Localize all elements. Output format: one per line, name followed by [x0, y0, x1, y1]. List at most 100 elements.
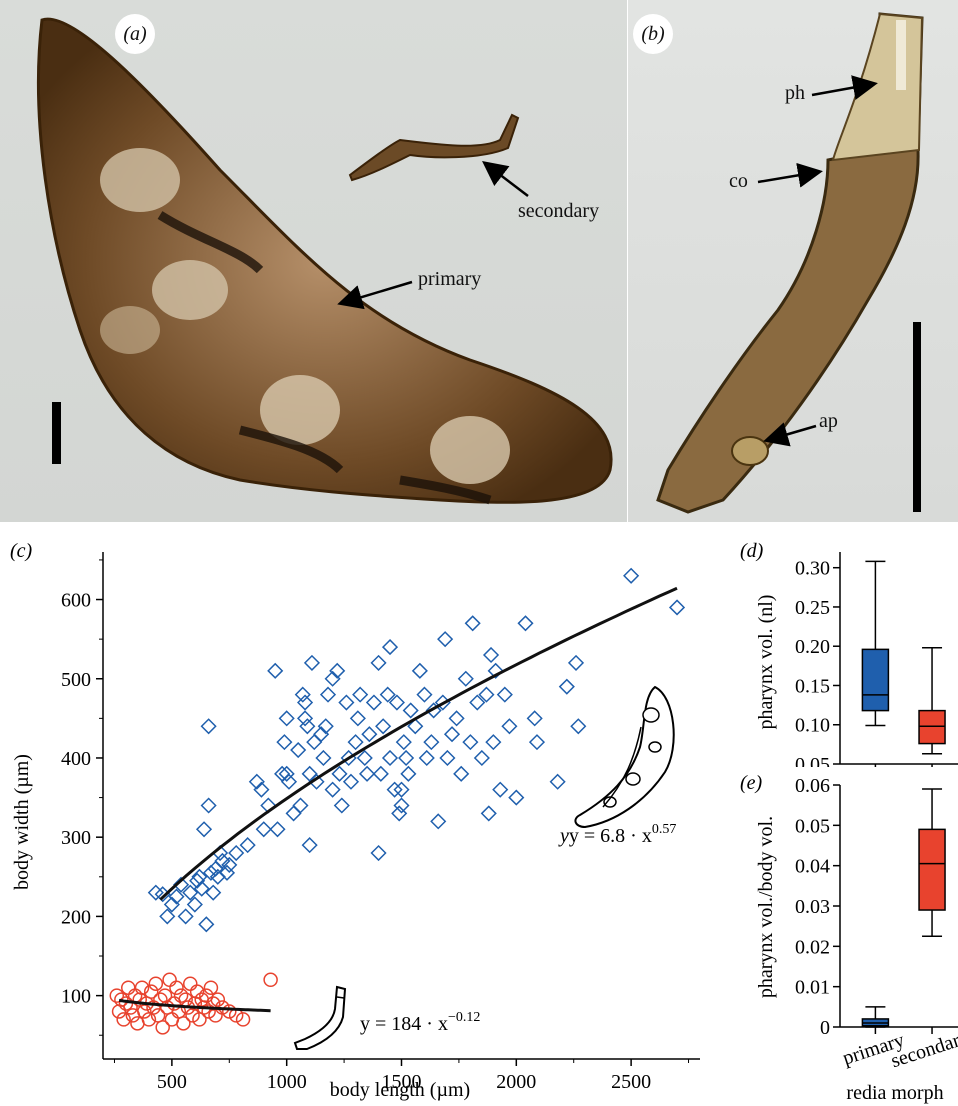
secondary-data-point [148, 976, 164, 991]
primary-data-point [411, 662, 428, 679]
primary-data-point [487, 662, 504, 679]
primary-data-point [549, 773, 566, 790]
primary-data-point [285, 805, 302, 822]
secondary-data-point [222, 1004, 237, 1019]
primary-data-point [464, 615, 481, 632]
primary-data-point [177, 908, 194, 925]
annotation-secondary: secondary [518, 200, 600, 222]
primary-data-point [423, 734, 440, 751]
primary-data-point [280, 773, 298, 790]
secondary-data-point [155, 1020, 170, 1035]
x-tick-label: 1500 [382, 1071, 422, 1093]
primary-data-point [485, 734, 502, 751]
primary-data-point [186, 896, 203, 913]
redia-b-body [656, 12, 924, 514]
primary-data-point [501, 718, 518, 735]
y-tick-label: 0.04 [795, 856, 830, 878]
primary-data-point [168, 888, 185, 905]
x-axis-label-e: redia morph [846, 1082, 943, 1104]
secondary-data-point [173, 988, 189, 1003]
primary-data-point [570, 718, 587, 735]
primary-data-point [398, 749, 415, 767]
y-tick-label: 400 [61, 748, 91, 770]
primary-data-point [292, 797, 309, 814]
y-tick-label: 0.03 [795, 896, 830, 918]
micrograph-panel-a: (a) secondary primary [0, 0, 627, 522]
primary-data-point [193, 880, 210, 897]
primary-data-point [303, 654, 321, 671]
primary-data-point [255, 821, 272, 838]
chart-e-axes: 00.010.020.030.040.050.06primarysecondar… [795, 775, 958, 1072]
y-tick-label: 0.05 [795, 815, 830, 837]
secondary-data-point [263, 972, 278, 988]
y-tick-label: 500 [61, 669, 91, 691]
primary-data-point [173, 876, 190, 893]
primary-data-point [482, 646, 500, 664]
secondary-data-point [235, 1012, 251, 1027]
primary-data-point [388, 694, 405, 711]
fit-equation-secondary: y = 184 · x−0.12 [360, 1010, 480, 1035]
primary-data-point [517, 615, 534, 632]
fit-line-secondary [118, 998, 271, 1013]
primary-data-point [358, 765, 376, 782]
y-tick-label: 0.25 [795, 597, 830, 619]
primary-redia-body [36, 17, 613, 504]
primary-data-point [356, 749, 373, 767]
y-tick-label: 0.30 [795, 558, 830, 580]
chart-c-points [109, 567, 686, 1035]
primary-data-point [478, 686, 495, 703]
primary-data-point [301, 837, 318, 854]
annotation-primary: primary [418, 268, 482, 290]
primary-data-point [623, 567, 640, 584]
primary-redia-icon [574, 685, 675, 829]
panel-d-label: (d) [740, 540, 764, 562]
secondary-data-point [121, 980, 136, 995]
secondary-redia-body [348, 113, 520, 182]
primary-data-point [349, 710, 366, 727]
primary-data-point [253, 781, 270, 798]
secondary-box [918, 828, 946, 911]
primary-data-point [315, 749, 332, 767]
secondary-data-point [189, 984, 205, 999]
primary-data-point [668, 599, 686, 616]
primary-data-point [276, 734, 293, 751]
fit-equation-primary-lhs: y = 6.8 · x [569, 825, 652, 847]
primary-data-point [299, 718, 316, 735]
primary-data-point [496, 686, 513, 703]
secondary-data-point [169, 980, 184, 995]
y-tick-label: 0.05 [795, 754, 830, 767]
primary-data-point [453, 765, 470, 782]
primary-data-point [473, 749, 490, 767]
y-axis-label: body width (µm) [11, 754, 33, 890]
primary-data-point [248, 773, 265, 790]
x-tick-label: 1000 [267, 1071, 307, 1093]
y-tick-label: 600 [61, 590, 91, 612]
primary-data-point [221, 856, 238, 873]
x-tick-label: 2000 [496, 1071, 536, 1093]
primary-data-point [182, 884, 199, 901]
arrows-a [337, 160, 529, 310]
primary-data-point [333, 797, 350, 814]
primary-data-point [372, 765, 389, 782]
secondary-data-point [114, 992, 129, 1007]
primary-data-point [393, 781, 410, 798]
primary-data-point [239, 837, 256, 854]
secondary-data-point [176, 1016, 191, 1031]
secondary-redia-icon [293, 985, 347, 1050]
primary-data-point [425, 702, 442, 719]
primary-data-point [342, 773, 360, 790]
annotation-co: co [729, 170, 748, 192]
secondary-data-point [183, 976, 198, 991]
primary-data-point [391, 805, 408, 822]
x-axis-label: body length (µm) [330, 1079, 470, 1101]
secondary-data-point [109, 988, 125, 1003]
secondary-data-point [143, 984, 159, 999]
fit-equation-primary: yy = 6.8 · x0.57 [558, 822, 676, 847]
primary-data-point [338, 694, 355, 711]
primary-data-point [528, 734, 546, 751]
fit-equation-secondary-lhs: y = 184 · x [360, 1013, 448, 1035]
primary-data-point [306, 734, 323, 751]
primary-data-point [437, 631, 454, 648]
primary-data-point [416, 686, 433, 703]
scale-bar-a [52, 402, 61, 464]
